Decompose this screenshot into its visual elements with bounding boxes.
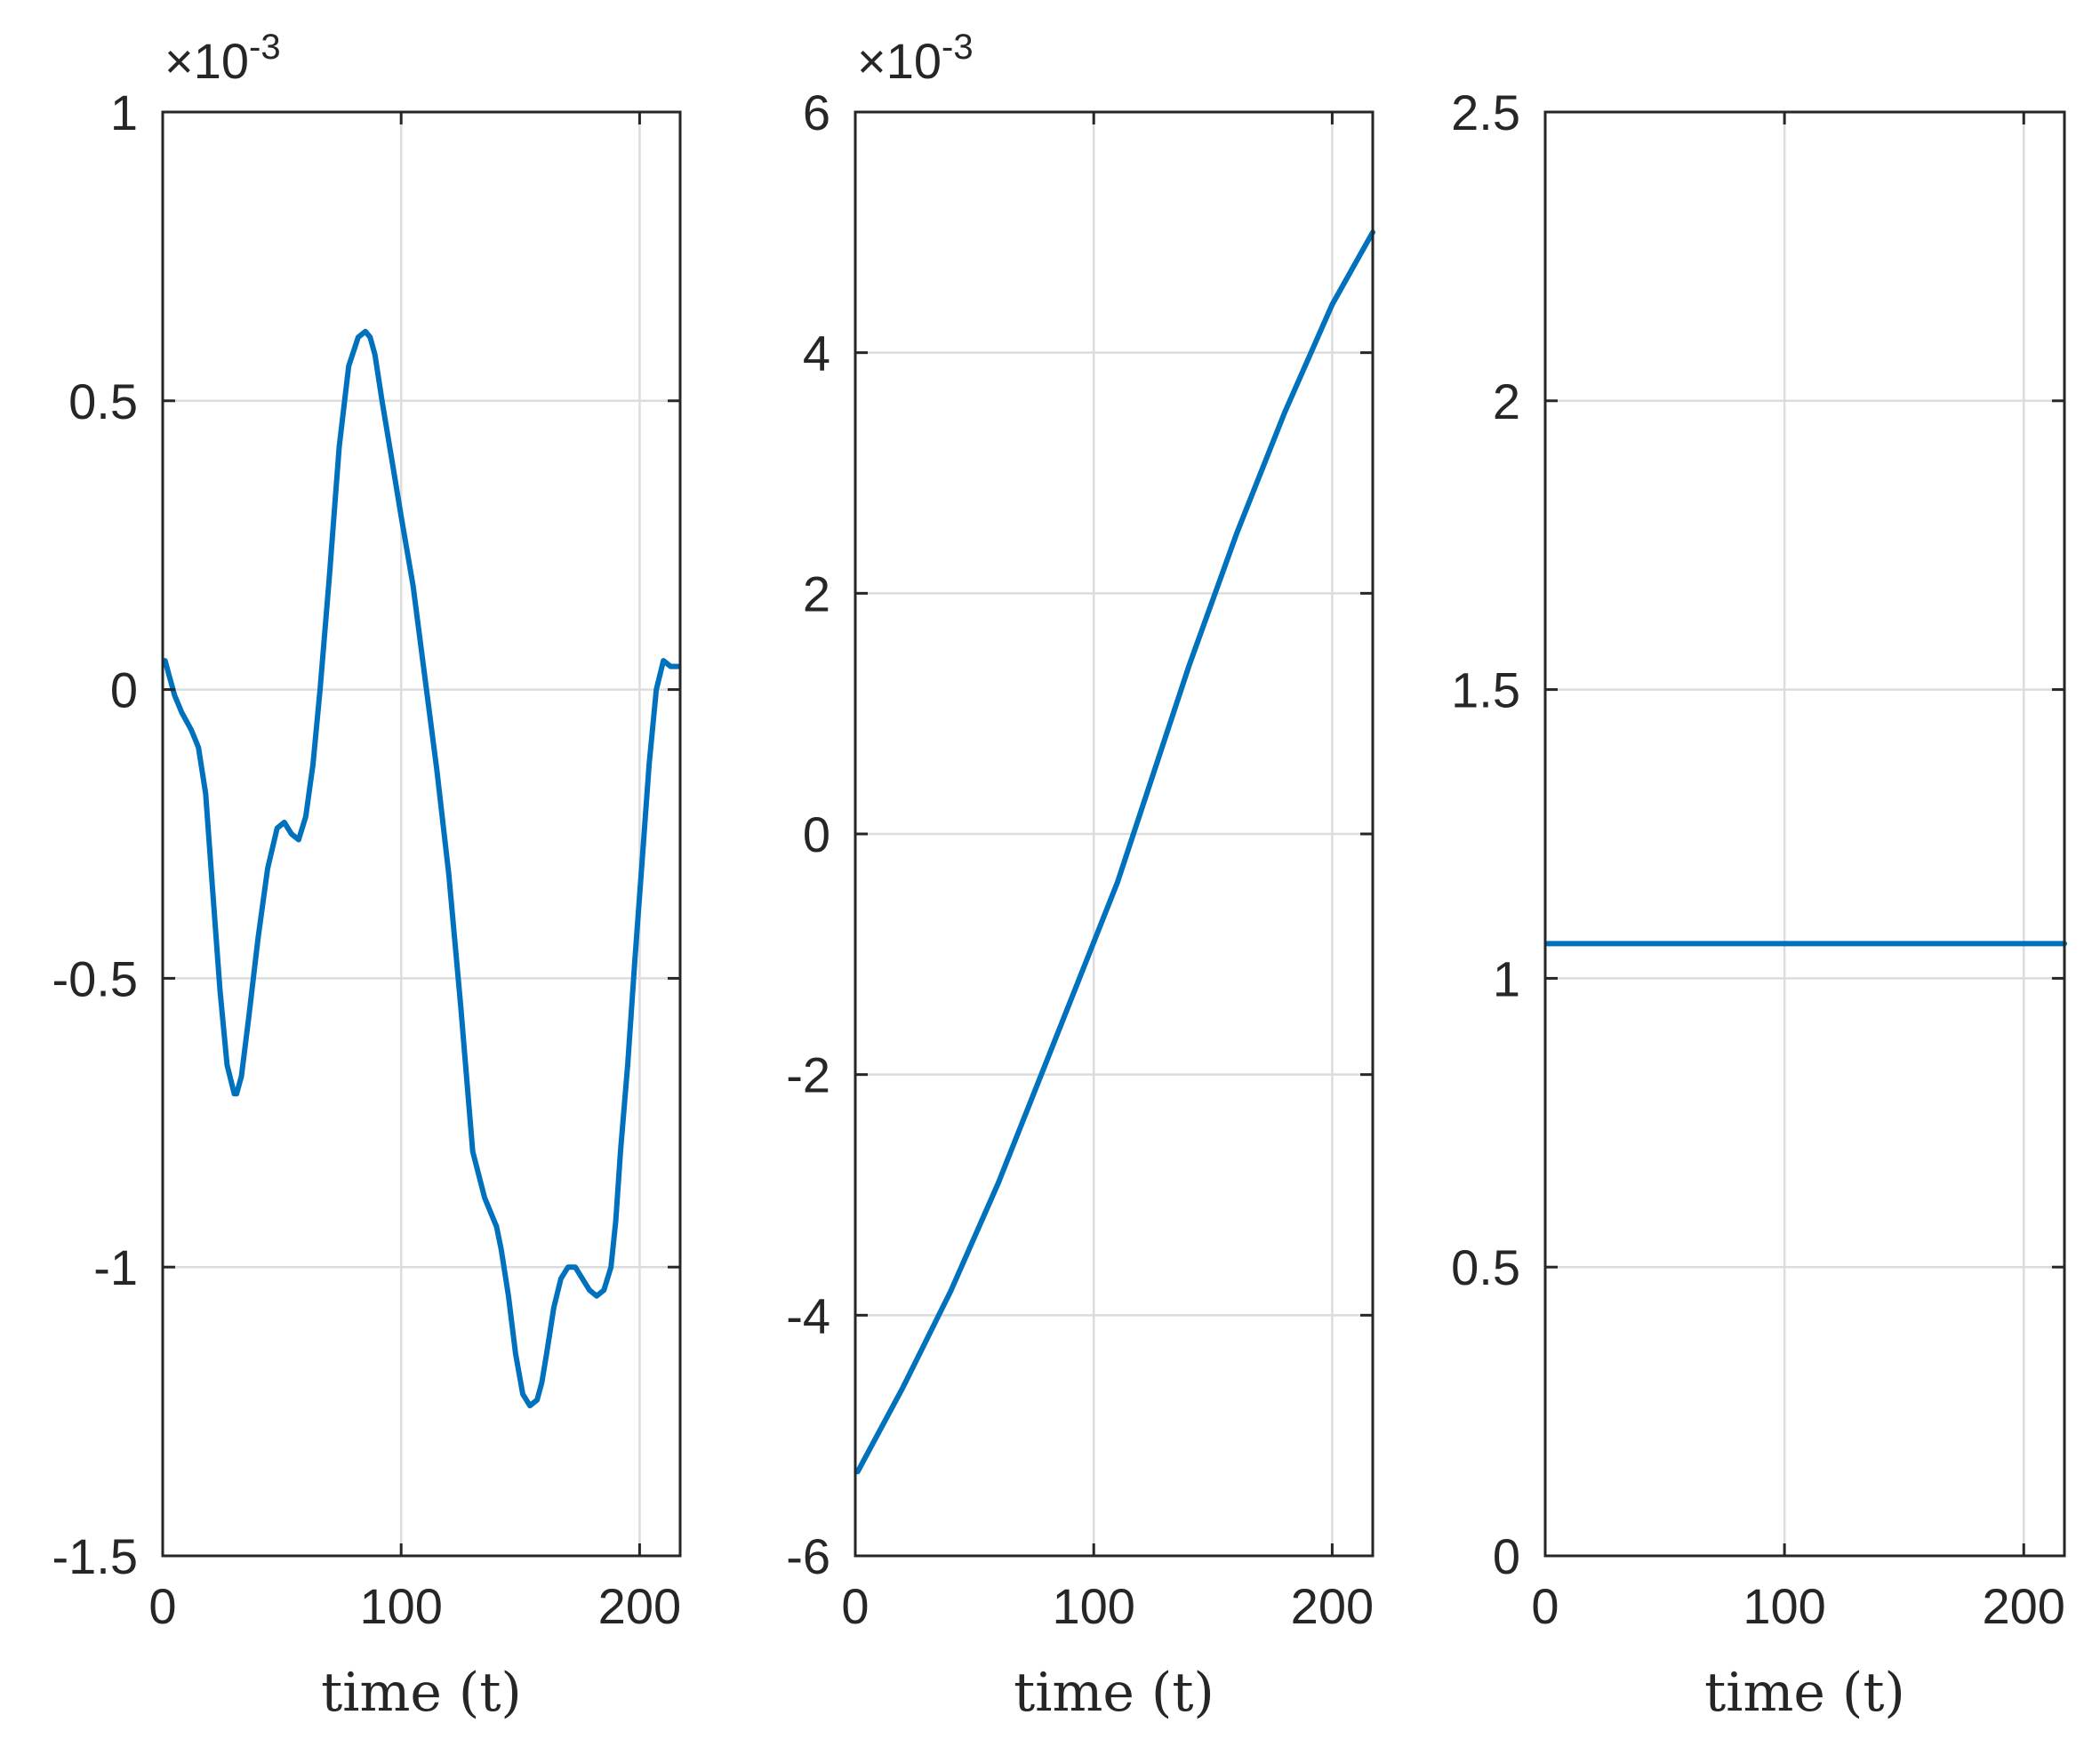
axes-box — [1543, 110, 2066, 1558]
x-axis-title: time (t) — [1704, 1662, 1905, 1724]
y-tick-label: 0 — [1493, 1528, 1520, 1584]
y-tick-label: 2.5 — [1451, 84, 1520, 140]
x-tick-label: 0 — [1531, 1578, 1559, 1634]
x-tick-label: 200 — [598, 1578, 681, 1634]
y-tick-label: 0 — [110, 662, 138, 718]
series-line — [162, 328, 681, 1409]
x-tick-label: 200 — [1983, 1578, 2065, 1634]
y-tick-label: 2 — [1493, 373, 1520, 429]
x-axis-title: time (t) — [321, 1662, 522, 1724]
y-tick-label: -6 — [786, 1528, 830, 1584]
y-tick-label: 1 — [110, 84, 138, 140]
subplot-1: 0 100 200 -1.5 -1 -0.5 0 0.5 1 ×10-3 time (t) — [52, 28, 682, 1724]
x-axis-title: time (t) — [1014, 1662, 1214, 1724]
y-tick-label: -1.5 — [52, 1528, 139, 1584]
x-tick-label: 100 — [359, 1578, 442, 1634]
y-tick-label: 0 — [803, 806, 830, 862]
y-tick-label: -1 — [93, 1239, 138, 1295]
y-tick-label: -0.5 — [52, 950, 139, 1006]
y-tick-label: 0.5 — [1451, 1239, 1520, 1295]
series-line — [854, 229, 1375, 1475]
y-axis-multiplier: ×10-3 — [164, 28, 281, 89]
x-tick-label: 100 — [1052, 1578, 1134, 1634]
y-axis-multiplier-exponent: -3 — [942, 28, 974, 67]
y-tick-label: -4 — [786, 1287, 830, 1343]
y-tick-label: 2 — [803, 565, 830, 621]
x-tick-label: 100 — [1743, 1578, 1825, 1634]
subplot-2: 0 100 200 -6 -4 -2 0 2 4 6 ×10-3 time (t) — [786, 28, 1375, 1724]
x-tick-label: 200 — [1291, 1578, 1374, 1634]
y-axis-multiplier: ×10-3 — [857, 28, 974, 89]
y-tick-label: 1 — [1493, 950, 1520, 1006]
y-tick-label: 1.5 — [1451, 662, 1520, 718]
x-tick-label: 0 — [841, 1578, 869, 1634]
y-tick-label: 6 — [803, 84, 830, 140]
y-tick-label: 4 — [803, 325, 830, 381]
y-tick-label: -2 — [786, 1047, 830, 1103]
x-tick-label: 0 — [148, 1578, 176, 1634]
y-axis-multiplier-exponent: -3 — [249, 28, 281, 67]
subplot-3: 0 100 200 0 0.5 1 1.5 2 2.5 time (t) — [1451, 84, 2067, 1724]
y-tick-label: 0.5 — [68, 373, 138, 429]
axes-box — [161, 110, 682, 1558]
